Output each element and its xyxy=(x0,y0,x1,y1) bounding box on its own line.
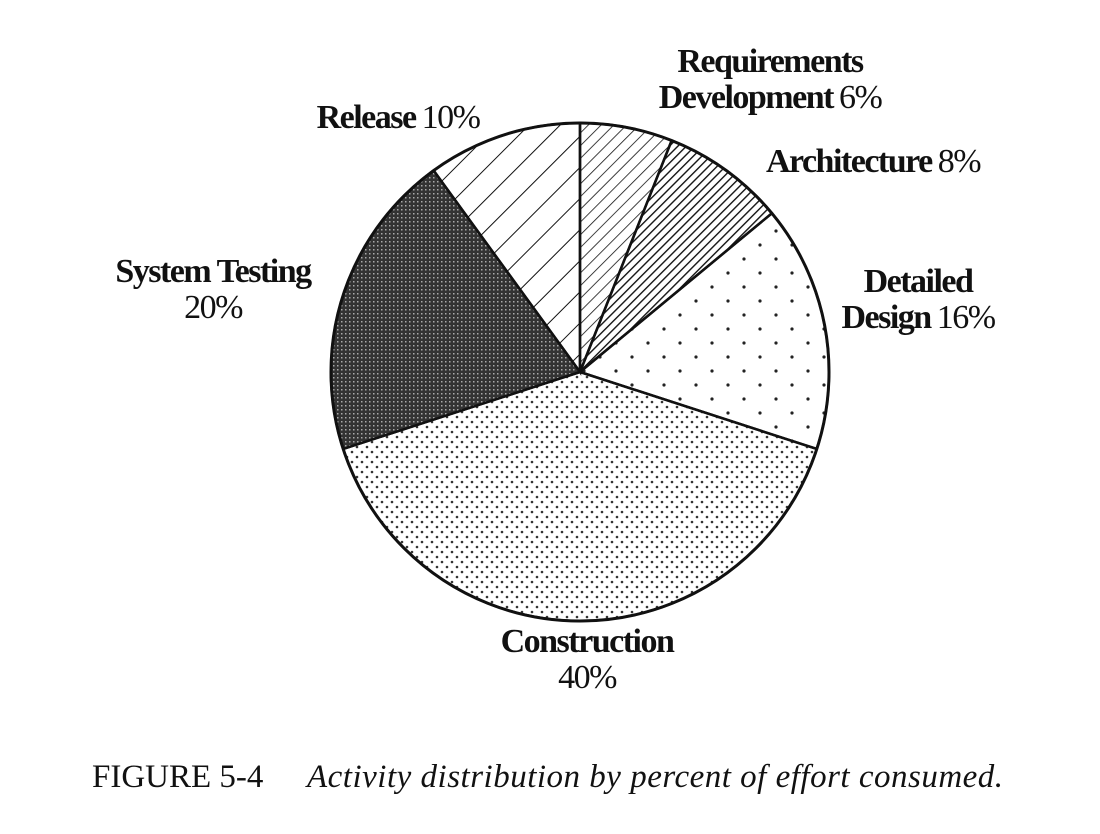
slice-name: Architecture xyxy=(766,143,933,180)
slice-percent: 40% xyxy=(558,659,617,696)
slice-label: Release 10% xyxy=(317,99,481,136)
slice-name: Detailed xyxy=(864,263,974,300)
slice-name: Construction xyxy=(501,623,675,660)
slice-name: System Testing xyxy=(115,253,312,290)
slice-label: Detailed Design 16% xyxy=(841,263,995,336)
slice-label: Architecture 8% xyxy=(766,143,981,180)
slice-percent: 16% xyxy=(937,299,996,336)
slice-name: Design xyxy=(841,299,932,336)
slice-name: Development xyxy=(659,79,835,116)
slice-name: Release xyxy=(317,99,417,136)
slice-label: Requirements Development 6% xyxy=(659,43,883,116)
slice-percent: 10% xyxy=(422,99,481,136)
slice-label: System Testing 20% xyxy=(115,253,312,326)
slice-percent: 20% xyxy=(184,289,243,326)
slice-name: Requirements xyxy=(677,43,864,80)
slice-percent: 6% xyxy=(839,79,883,116)
caption-text: Activity distribution by percent of effo… xyxy=(305,759,1004,795)
slice-percent: 8% xyxy=(938,143,982,180)
pie-outline xyxy=(329,121,831,623)
slice-label: Construction 40% xyxy=(501,623,675,696)
caption-figure-number: FIGURE 5-4 xyxy=(92,759,263,795)
